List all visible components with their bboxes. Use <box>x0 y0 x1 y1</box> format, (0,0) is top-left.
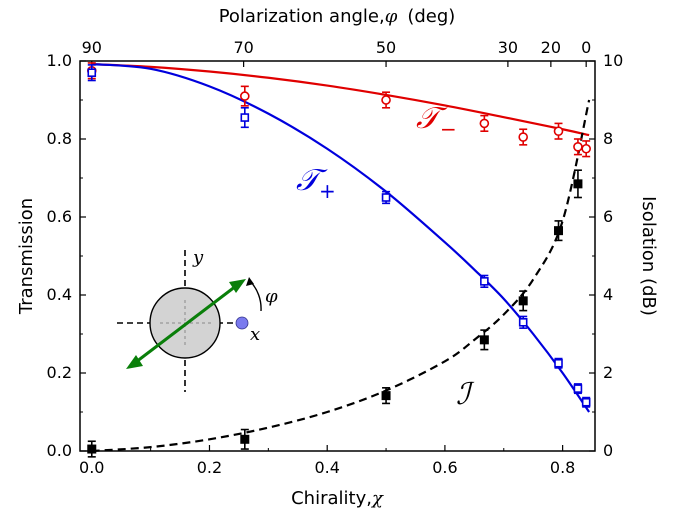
x-tick-label: 0.6 <box>432 458 457 477</box>
y-tick-label: 0.2 <box>47 363 72 382</box>
t_plus-point <box>480 277 489 286</box>
t_plus-point <box>381 193 391 202</box>
y2-tick-label: 0 <box>603 441 613 460</box>
y-tick-label: 0.0 <box>47 441 72 460</box>
t_plus-point <box>518 317 528 327</box>
top-tick-label: 30 <box>498 38 518 57</box>
arrow-head-up <box>229 279 246 293</box>
isolation-fit-curve <box>91 99 591 453</box>
x-tick-label: 0.8 <box>550 458 575 477</box>
isolation-point <box>479 335 489 345</box>
t-plus-annotation: 𝒯 + <box>296 163 336 203</box>
t_plus-point <box>554 358 563 368</box>
y-tick-label: 1.0 <box>47 51 72 70</box>
isolation-point <box>573 179 583 189</box>
top-tick-label: 50 <box>376 38 396 57</box>
inset-x-label: x <box>250 324 260 345</box>
y2-tick-label: 6 <box>603 207 613 226</box>
x-axis-label: Chirality,χ <box>291 488 384 509</box>
t_minus-point <box>581 143 591 154</box>
fit-curves <box>91 63 591 453</box>
inset-angle-label: φ <box>265 286 278 307</box>
y2-tick-label: 4 <box>603 285 613 304</box>
top-tick-label: 90 <box>82 38 102 57</box>
t_minus-point <box>573 142 583 152</box>
t_plus-fit-curve <box>91 63 591 413</box>
y-axis-right-label: Isolation (dB) <box>638 196 659 316</box>
top-tick-label: 0 <box>581 38 591 57</box>
y-axis-left-label: Transmission <box>16 198 37 315</box>
top-tick-label: 70 <box>233 38 253 57</box>
isolation-point <box>554 226 564 236</box>
top-axis-label: Polarization angle,φ (deg) <box>219 6 456 27</box>
x-tick-label: 0.0 <box>79 458 104 477</box>
t_minus-point <box>381 95 391 105</box>
svg-text:−: − <box>440 117 457 141</box>
t_plus-point <box>581 397 591 407</box>
svg-text:+: + <box>319 179 336 203</box>
t_minus-point <box>518 132 528 142</box>
tick-layer: 0.0 0.2 0.4 0.6 0.8 0.0 0.2 0.4 0.6 0.8 1.0 0 2 4 6 8 10… <box>47 38 624 477</box>
t_minus-point <box>479 118 490 129</box>
isolation-point <box>240 434 250 444</box>
t_plus-point <box>240 113 250 122</box>
inset-schematic: y x φ <box>117 247 278 392</box>
inset-y-label: y <box>192 247 204 268</box>
isolation-point <box>381 391 391 401</box>
y-tick-label: 0.8 <box>47 129 72 148</box>
svg-text:ℐ: ℐ <box>456 377 475 412</box>
isolation-annotation: ℐ <box>456 377 475 412</box>
inset-ball <box>235 316 249 330</box>
t-minus-annotation: 𝒯 − <box>416 101 457 141</box>
y2-tick-label: 2 <box>603 363 613 382</box>
t_minus-fit-curve <box>91 63 590 137</box>
plot-frame <box>79 60 596 452</box>
x-tick-label: 0.4 <box>314 458 339 477</box>
x-tick-label: 0.2 <box>197 458 222 477</box>
angle-arc <box>249 280 262 312</box>
t_minus-point <box>553 126 564 136</box>
isolation-point <box>518 296 528 306</box>
arrow-head-down <box>126 355 143 369</box>
t_minus-point <box>240 91 250 101</box>
y2-tick-label: 8 <box>603 129 613 148</box>
y2-tick-label: 10 <box>603 51 623 70</box>
isolation-point <box>87 444 97 454</box>
y-tick-label: 0.6 <box>47 207 72 226</box>
top-tick-label: 20 <box>541 38 561 57</box>
polarization-arrow <box>135 284 237 364</box>
t_plus-point <box>87 68 97 77</box>
y-tick-label: 0.4 <box>47 285 72 304</box>
t_plus-point <box>573 384 583 393</box>
data-markers <box>86 62 591 458</box>
